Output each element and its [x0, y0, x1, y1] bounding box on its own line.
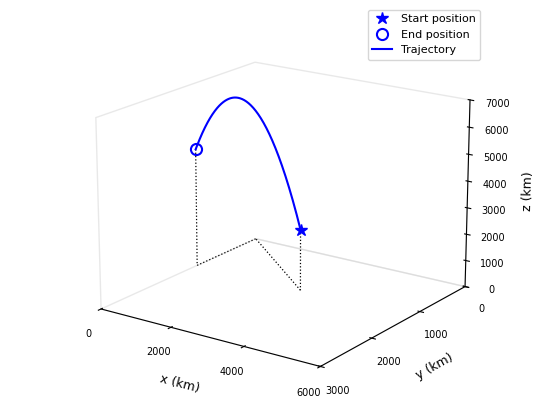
Legend: Start position, End position, Trajectory: Start position, End position, Trajectory: [367, 10, 480, 60]
Y-axis label: y (km): y (km): [413, 351, 455, 382]
X-axis label: x (km): x (km): [158, 372, 200, 395]
